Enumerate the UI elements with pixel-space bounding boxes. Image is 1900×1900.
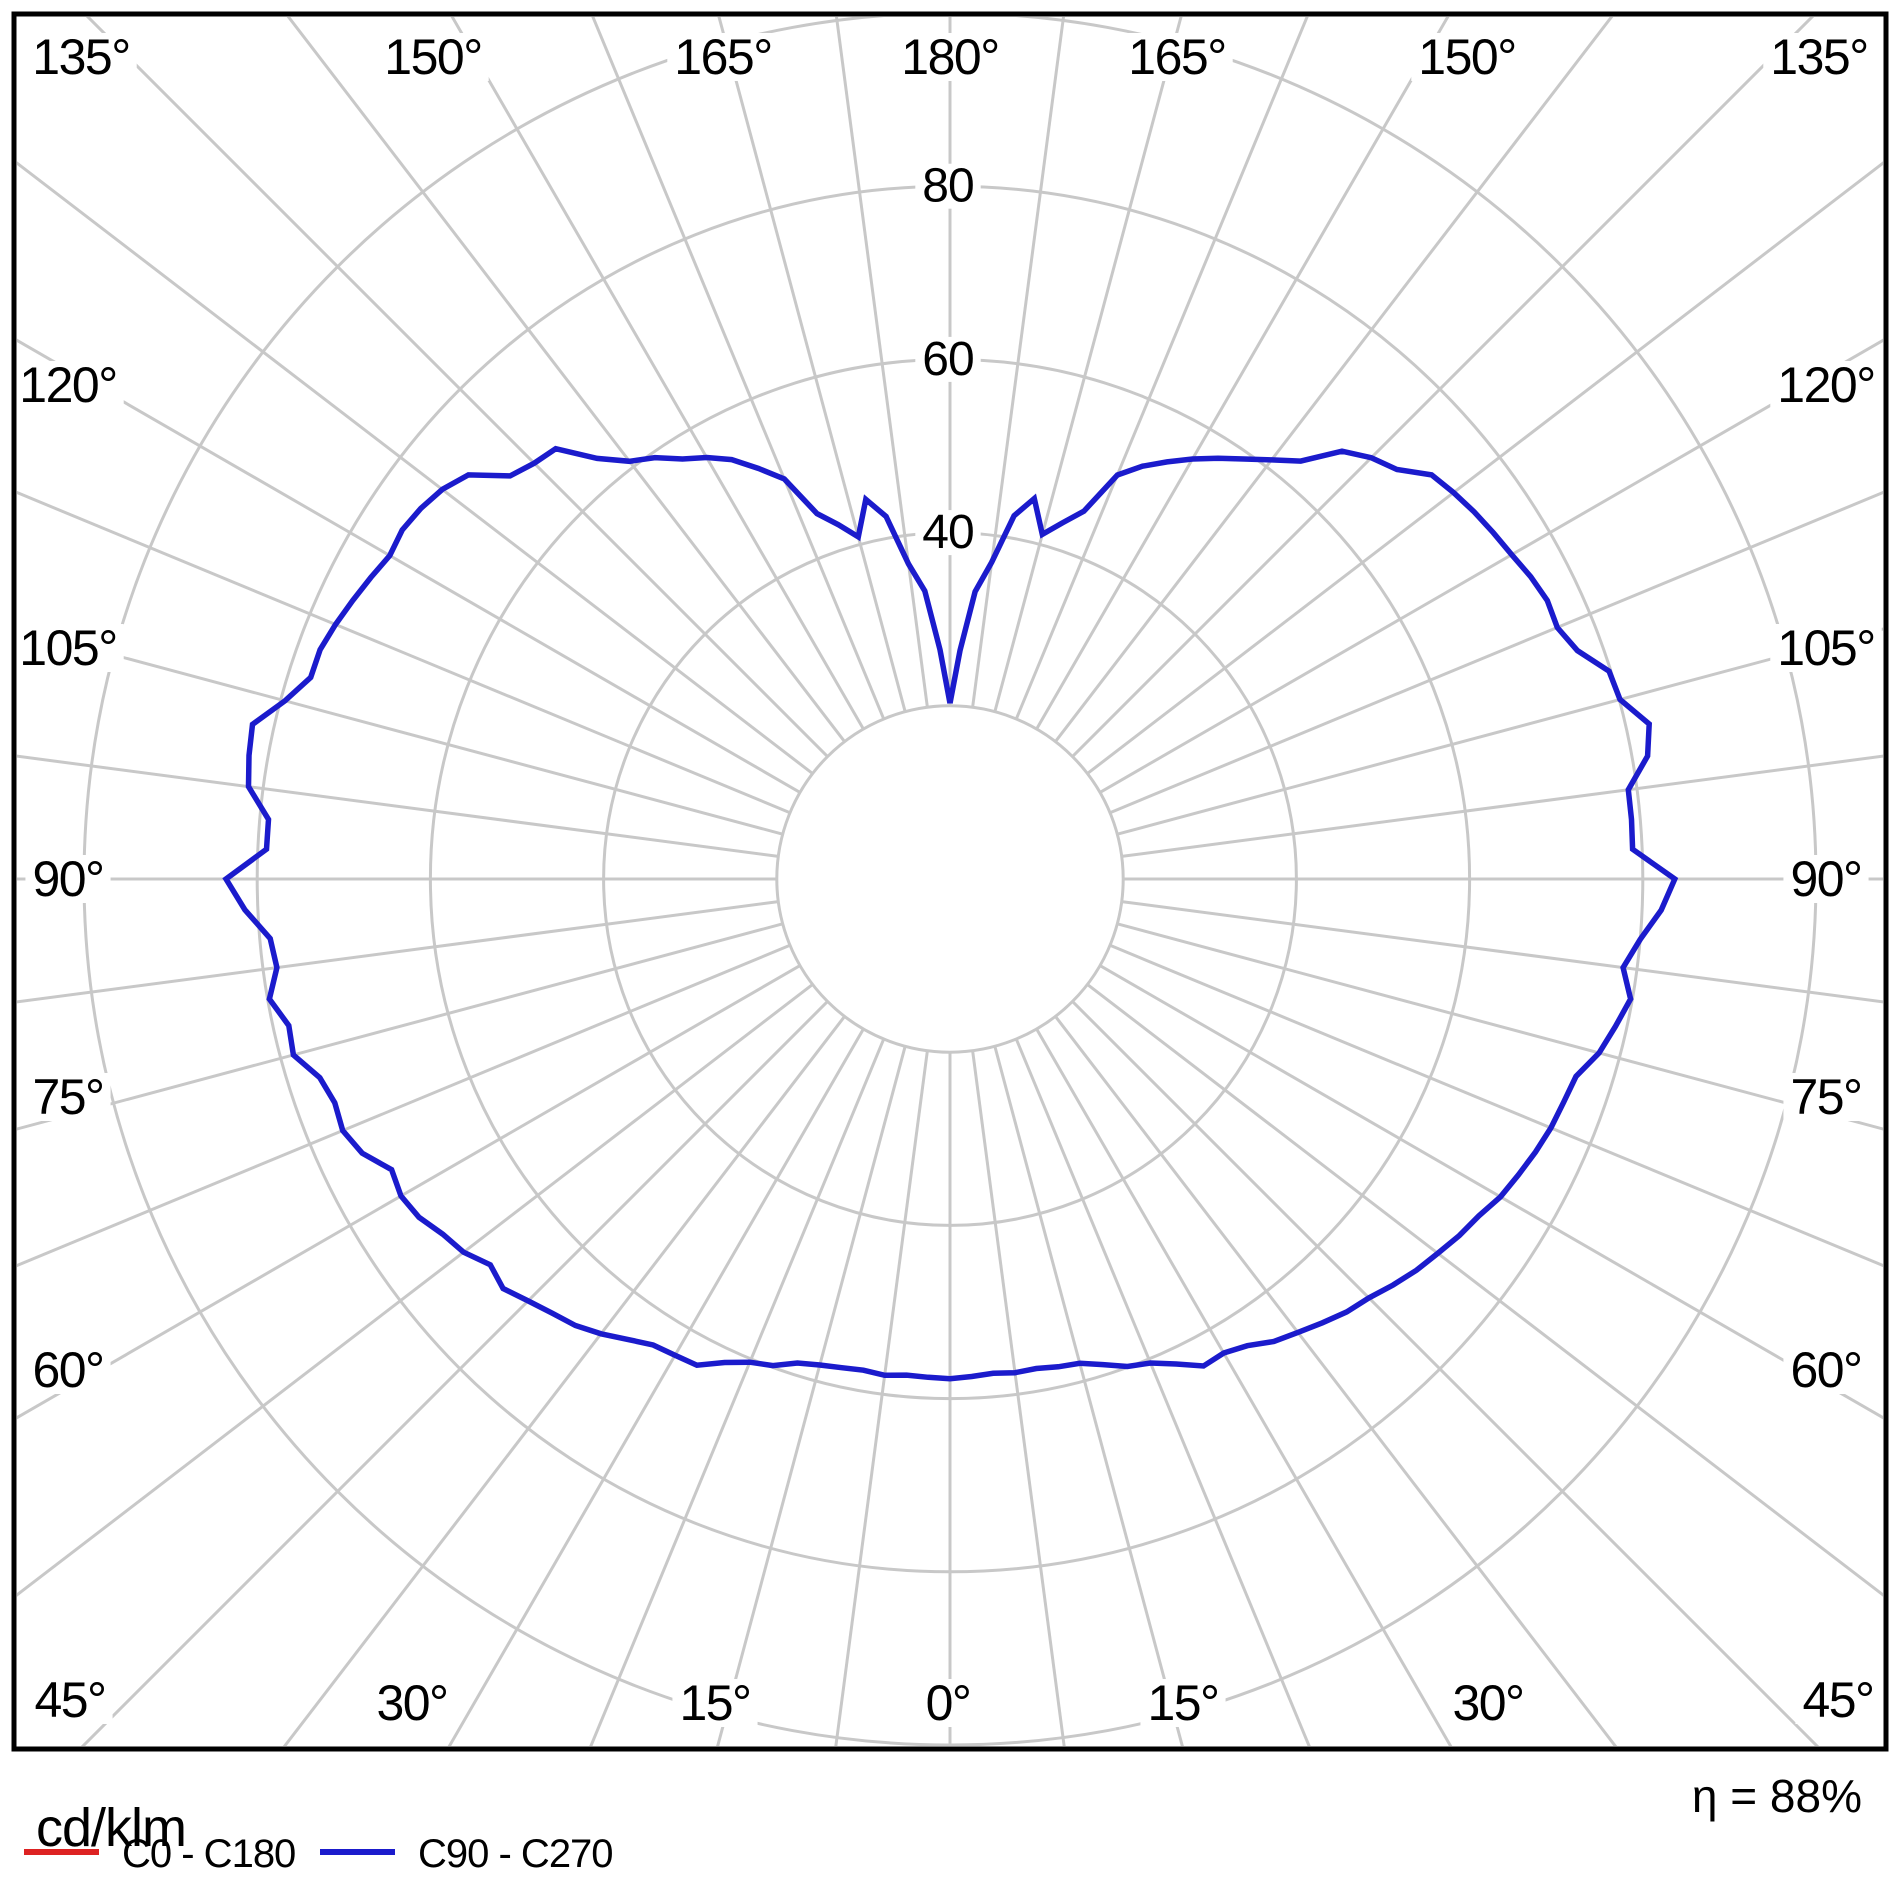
angle-label-3-180°-halo bbox=[894, 33, 1006, 81]
radial-tick-80-halo bbox=[915, 163, 981, 209]
angle-label-7-120°-halo bbox=[12, 361, 124, 409]
angle-label-20-0°: 0° bbox=[926, 1675, 971, 1731]
angle-label-11-60°: 60° bbox=[32, 1342, 103, 1398]
angle-label-0-135°: 135° bbox=[32, 29, 129, 85]
radial-tick-40-halo bbox=[915, 510, 981, 556]
angle-label-5-150°: 150° bbox=[1418, 29, 1515, 85]
efficiency-value: η = 88% bbox=[1692, 1770, 1862, 1822]
angle-label-1-150°-halo bbox=[377, 33, 489, 81]
angle-label-9-90°-halo bbox=[25, 855, 111, 903]
angle-label-16-60°-halo bbox=[1783, 1346, 1869, 1394]
radial-tick-80: 80 bbox=[922, 160, 973, 213]
angle-label-22-30°: 30° bbox=[1452, 1675, 1523, 1731]
angle-label-21-15°: 15° bbox=[1147, 1675, 1218, 1731]
angle-label-13-105°-halo bbox=[1770, 624, 1882, 672]
legend: C0 - C180 C90 - C270 bbox=[24, 1832, 614, 1876]
angle-label-23-45°: 45° bbox=[1802, 1672, 1873, 1728]
angle-label-8-105°-halo bbox=[12, 624, 124, 672]
diagram-frame bbox=[11, 11, 1889, 1752]
radial-tick-60-halo bbox=[915, 336, 981, 382]
angle-label-14-90°: 90° bbox=[1790, 851, 1861, 907]
angle-label-7-120°: 120° bbox=[19, 357, 116, 413]
angle-label-2-165°-halo bbox=[667, 33, 779, 81]
angle-label-19-15°-halo bbox=[672, 1679, 758, 1727]
angle-label-8-105°: 105° bbox=[19, 620, 116, 676]
angle-label-4-165°-halo bbox=[1121, 33, 1233, 81]
angle-label-4-165°: 165° bbox=[1128, 29, 1225, 85]
legend-label-c90-c270: C90 - C270 bbox=[418, 1832, 613, 1876]
angle-label-13-105°: 105° bbox=[1777, 620, 1874, 676]
angle-label-0-135°-halo bbox=[25, 33, 137, 81]
curve-c90-c270 bbox=[222, 445, 1679, 1382]
angle-label-12-120°: 120° bbox=[1777, 357, 1874, 413]
angle-label-10-75°-halo bbox=[25, 1073, 111, 1121]
angle-label-21-15°-halo bbox=[1140, 1679, 1226, 1727]
axis-labels: 40 60 80 135° 150° 165° 180° 165° 150° 135° 120° 10… bbox=[12, 29, 1882, 1731]
angle-label-15-75°: 75° bbox=[1790, 1069, 1861, 1125]
angle-label-14-90°-halo bbox=[1783, 855, 1869, 903]
angle-label-17-45°-halo bbox=[27, 1676, 113, 1724]
angle-label-12-120°-halo bbox=[1770, 361, 1882, 409]
angle-label-3-180°: 180° bbox=[901, 29, 998, 85]
angle-label-22-30°-halo bbox=[1445, 1679, 1531, 1727]
angle-label-20-0°-halo bbox=[918, 1679, 978, 1727]
angle-label-5-150°-halo bbox=[1411, 33, 1523, 81]
angle-label-23-45°-halo bbox=[1795, 1676, 1881, 1724]
legend-label-c0-c180: C0 - C180 bbox=[122, 1832, 295, 1876]
angle-label-11-60°-halo bbox=[25, 1346, 111, 1394]
angle-label-1-150°: 150° bbox=[384, 29, 481, 85]
angle-label-19-15°: 15° bbox=[679, 1675, 750, 1731]
angle-label-15-75°-halo bbox=[1783, 1073, 1869, 1121]
angle-label-6-135°-halo bbox=[1763, 33, 1875, 81]
angle-label-6-135°: 135° bbox=[1770, 29, 1867, 85]
angle-label-18-30°-halo bbox=[369, 1679, 455, 1727]
angle-label-18-30°: 30° bbox=[376, 1675, 447, 1731]
units-label: cd/klm bbox=[36, 1798, 186, 1858]
angle-label-16-60°: 60° bbox=[1790, 1342, 1861, 1398]
angle-label-9-90°: 90° bbox=[32, 851, 103, 907]
radial-tick-60: 60 bbox=[922, 333, 973, 386]
angle-label-2-165°: 165° bbox=[674, 29, 771, 85]
radial-tick-40: 40 bbox=[922, 506, 973, 559]
angle-label-10-75°: 75° bbox=[32, 1069, 103, 1125]
angle-label-17-45°: 45° bbox=[34, 1672, 105, 1728]
